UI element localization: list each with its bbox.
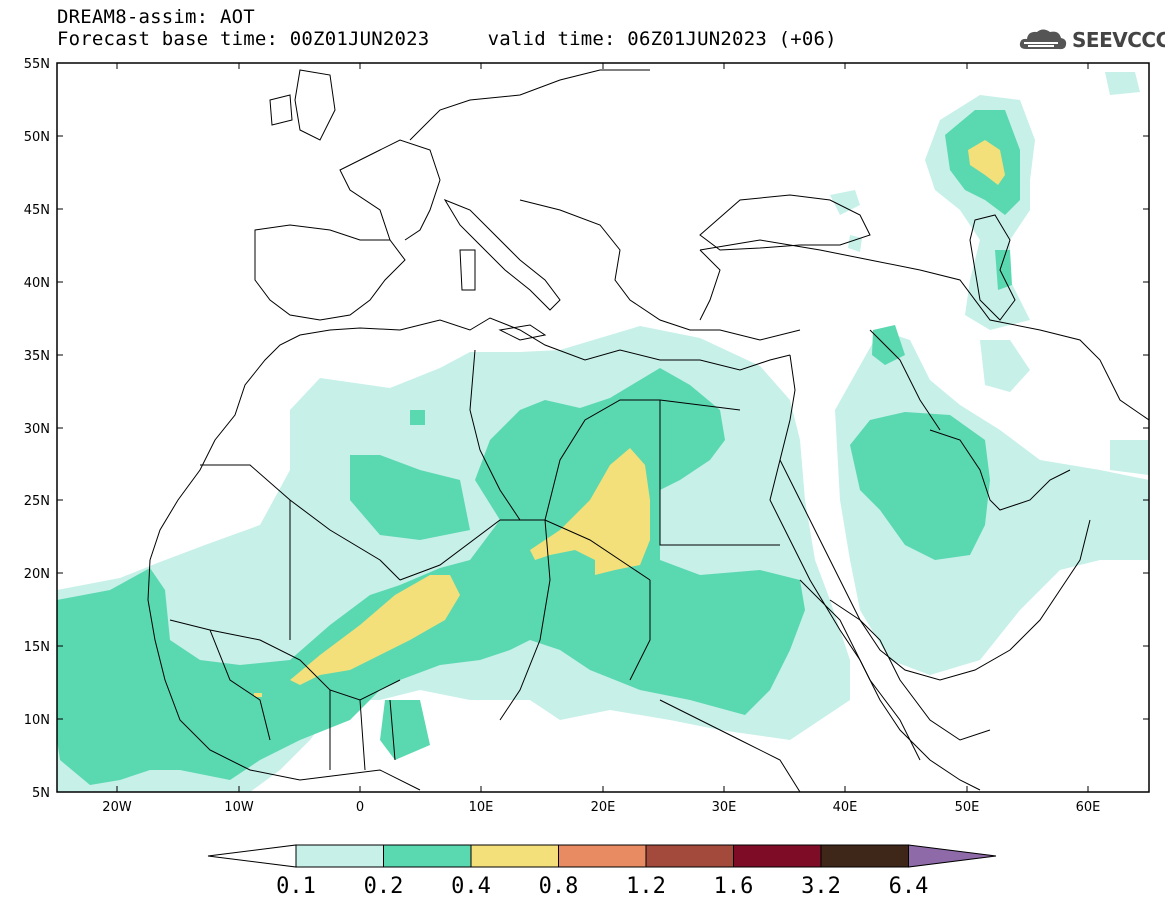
lat-tick-label: 55N [24, 57, 50, 72]
coastlines-and-borders [147, 69, 1149, 792]
colorbar-segment [645, 844, 734, 868]
colorbar-label: 0.2 [364, 874, 404, 899]
longitude-axis: 20W 10W 0 10E 20E 30E 40E 50E 60E [102, 63, 1100, 815]
lat-tick-label: 25N [24, 494, 50, 509]
colorbar-label: 1.6 [714, 874, 754, 899]
colorbar-upper-arrow [908, 844, 997, 868]
lon-tick-label: 30E [712, 800, 737, 815]
logo-text: SEEVCCC [1072, 28, 1165, 52]
seevccc-logo: SEEVCCC [1018, 26, 1165, 54]
aot-level-0.4 [254, 140, 1005, 697]
lon-tick-label: 20W [102, 800, 132, 815]
colorbar-label: 0.1 [276, 874, 316, 899]
lat-tick-label: 35N [24, 349, 50, 364]
colorbar-label: 0.8 [539, 874, 579, 899]
lat-tick-label: 50N [24, 130, 50, 145]
colorbar-segment [470, 844, 559, 868]
lat-tick-label: 10N [24, 713, 50, 728]
lat-tick-label: 30N [24, 422, 50, 437]
lat-tick-label: 20N [24, 567, 50, 582]
lon-tick-label: 50E [955, 800, 980, 815]
colorbar-label: 0.4 [451, 874, 491, 899]
lon-tick-label: 60E [1076, 800, 1101, 815]
lat-tick-label: 5N [32, 786, 50, 801]
colorbar-segment [558, 844, 647, 868]
lat-tick-label: 45N [24, 203, 50, 218]
lon-tick-label: 20E [591, 800, 616, 815]
colorbar: 0.1 0.2 0.4 0.8 1.2 1.6 3.2 6.4 [207, 844, 997, 899]
lon-tick-label: 10W [224, 800, 254, 815]
lon-tick-label: 0 [356, 800, 364, 815]
colorbar-segment [383, 844, 472, 868]
latitude-axis: 55N 50N 45N 40N 35N 30N 25N 20N 15N 10N … [24, 57, 1149, 801]
lon-tick-label: 10E [469, 800, 494, 815]
colorbar-segment [820, 844, 909, 868]
forecast-time-line: Forecast base time: 00Z01JUN2023 valid t… [57, 28, 837, 50]
colorbar-segment [295, 844, 384, 868]
colorbar-label: 3.2 [801, 874, 841, 899]
lat-tick-label: 40N [24, 276, 50, 291]
colorbar-label: 1.2 [626, 874, 666, 899]
cloud-logo-icon [1019, 29, 1067, 50]
lat-tick-label: 15N [24, 640, 50, 655]
product-title: DREAM8-assim: AOT [57, 6, 255, 28]
colorbar-lower-arrow [207, 844, 297, 868]
colorbar-label: 6.4 [889, 874, 929, 899]
colorbar-segment [733, 844, 822, 868]
lon-tick-label: 40E [833, 800, 858, 815]
